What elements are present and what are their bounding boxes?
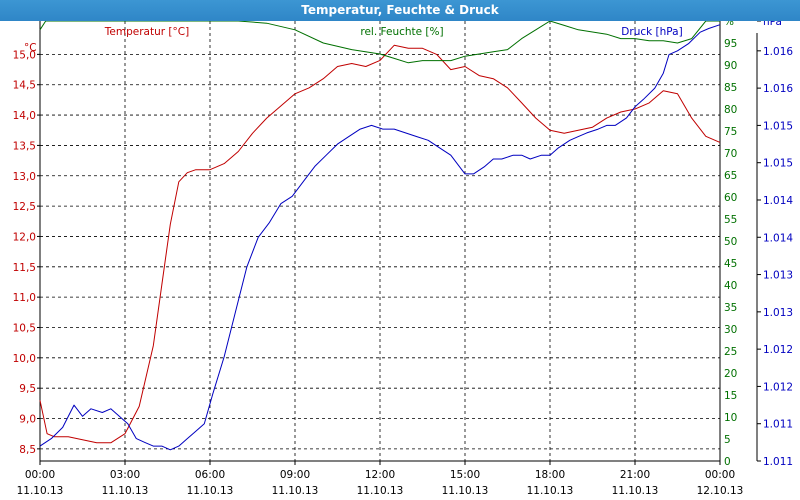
time-tick-label: 09:00	[280, 469, 310, 481]
time-tick-label: 15:00	[450, 469, 480, 481]
pressure-tick-label: 1.014	[763, 232, 793, 244]
time-axis: 00:00 11.10.13 03:00 11.10.13 06:00 11.10.13 0…	[17, 461, 744, 497]
humidity-tick-label: 80	[724, 104, 737, 116]
temperature-tick-label: 9,5	[19, 383, 36, 395]
temperature-tick-label: 11,5	[13, 262, 36, 274]
temperature-tick-label: 12,5	[13, 201, 36, 213]
humidity-tick-label: 95	[724, 38, 737, 50]
humidity-header: rel. Feuchte [%]	[360, 26, 443, 38]
temperature-tick-label: 15,0	[13, 49, 36, 61]
temperature-tick-label: 11,0	[13, 292, 36, 304]
pressure-tick-label: 1.012	[763, 381, 793, 393]
humidity-tick-label: 75	[724, 126, 737, 138]
pressure-tick-label: 1.016	[763, 83, 793, 95]
temperature-tick-label: 14,0	[13, 110, 36, 122]
humidity-tick-label: 50	[724, 236, 737, 248]
temperature-tick-label: 9,0	[19, 414, 36, 426]
date-tick-label: 11.10.13	[272, 485, 319, 497]
date-tick-label: 12.10.13	[697, 485, 744, 497]
time-tick-label: 21:00	[620, 469, 650, 481]
pressure-tick-label: 1.011	[763, 456, 793, 468]
pressure-tick-label: 1.012	[763, 344, 793, 356]
temperature-tick-label: 14,5	[13, 80, 36, 92]
date-tick-label: 11.10.13	[442, 485, 489, 497]
temperature-tick-label: 10,5	[13, 322, 36, 334]
temperature-axis: 8,5 9,0 9,5 10,0 10,5 11,0 11,5 12,0 12,5 13,0 13,…	[13, 42, 40, 456]
humidity-tick-label: 25	[724, 346, 737, 358]
series-line-humidity	[39, 21, 720, 64]
humidity-tick-label: 65	[724, 170, 737, 182]
humidity-axis: 0 5 10 15 20 25 30 35 40 45 50 55 60 65 70 75 80 85 90 95%	[724, 21, 737, 468]
pressure-tick-label: 1.015	[763, 158, 793, 170]
axis-headers: Temperatur [°C] rel. Feuchte [%] Druck [hP…	[104, 26, 683, 38]
left-axis-panel	[0, 21, 40, 500]
grid	[40, 21, 720, 461]
humidity-tick-label: 45	[724, 258, 737, 270]
pressure-tick-label: hPa	[763, 21, 782, 28]
humidity-tick-label: 55	[724, 214, 737, 226]
pressure-tick-label: 1.014	[763, 195, 793, 207]
pressure-tick-label: 1.013	[763, 270, 793, 282]
series-line-pressure	[39, 24, 721, 451]
date-tick-label: 11.10.13	[527, 485, 574, 497]
time-tick-label: 00:00	[25, 469, 55, 481]
humidity-tick-label: 90	[724, 60, 737, 72]
date-tick-label: 11.10.13	[612, 485, 659, 497]
chart-title: Temperatur, Feuchte & Druck	[301, 3, 499, 17]
pressure-header: Druck [hPa]	[621, 26, 682, 38]
pressure-axis: 1.011 1.011 1.012 1.012 1.013 1.013 1.014 1.014…	[757, 21, 793, 468]
date-tick-label: 11.10.13	[187, 485, 234, 497]
chart: 8,5 9,0 9,5 10,0 10,5 11,0 11,5 12,0 12,5 13,0 13,…	[0, 21, 793, 500]
humidity-tick-label: 70	[724, 148, 737, 160]
humidity-tick-label: 5	[724, 434, 731, 446]
time-tick-label: 00:00	[705, 469, 735, 481]
humidity-tick-label: 35	[724, 302, 737, 314]
temperature-tick-label: 10,0	[13, 353, 36, 365]
time-tick-label: 06:00	[195, 469, 225, 481]
pressure-tick-label: 1.016	[763, 46, 793, 58]
temperature-unit-label: °C	[24, 42, 37, 54]
title-bar: Temperatur, Feuchte & Druck	[0, 0, 800, 21]
date-tick-label: 11.10.13	[102, 485, 149, 497]
temperature-header: Temperatur [°C]	[104, 26, 189, 38]
humidity-tick-label: 30	[724, 324, 737, 336]
temperature-tick-label: 13,0	[13, 171, 36, 183]
date-tick-label: 11.10.13	[17, 485, 64, 497]
humidity-tick-label: 0	[724, 456, 731, 468]
humidity-tick-label: 20	[724, 368, 737, 380]
pressure-tick-label: 1.011	[763, 419, 793, 431]
temperature-tick-label: 12,0	[13, 231, 36, 243]
humidity-tick-label: 10	[724, 412, 737, 424]
temperature-tick-label: 13,5	[13, 140, 36, 152]
humidity-tick-label: 60	[724, 192, 737, 204]
pressure-tick-label: 1.015	[763, 120, 793, 132]
temperature-tick-label: 8,5	[19, 444, 36, 456]
series-lines	[39, 21, 721, 451]
humidity-tick-label: 15	[724, 390, 737, 402]
humidity-tick-label: 85	[724, 82, 737, 94]
date-tick-label: 11.10.13	[357, 485, 404, 497]
humidity-tick-label: %	[724, 21, 734, 28]
pressure-tick-label: 1.013	[763, 307, 793, 319]
time-tick-label: 18:00	[535, 469, 565, 481]
time-tick-label: 03:00	[110, 469, 140, 481]
humidity-tick-label: 40	[724, 280, 737, 292]
series-line-temperature	[39, 44, 721, 444]
time-tick-label: 12:00	[365, 469, 395, 481]
